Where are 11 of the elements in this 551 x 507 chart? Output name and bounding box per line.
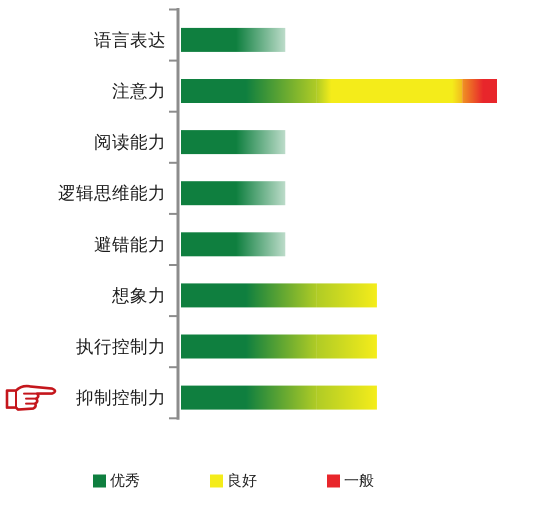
y-tick-label: 避错能力 (94, 234, 166, 254)
y-tick-label: 执行控制力 (76, 336, 166, 357)
legend-label: 一般 (344, 472, 374, 490)
y-tick-label: 逻辑思维能力 (58, 183, 166, 204)
y-tick-label: 注意力 (112, 81, 166, 102)
y-tick-label: 阅读能力 (94, 132, 166, 152)
y-tick-label: 语言表达 (94, 30, 166, 50)
legend-label: 优秀 (110, 472, 140, 490)
y-tick-label: 想象力 (111, 285, 166, 306)
legend-label: 良好 (227, 472, 257, 490)
y-tick-label: 抑制控制力 (76, 388, 166, 408)
